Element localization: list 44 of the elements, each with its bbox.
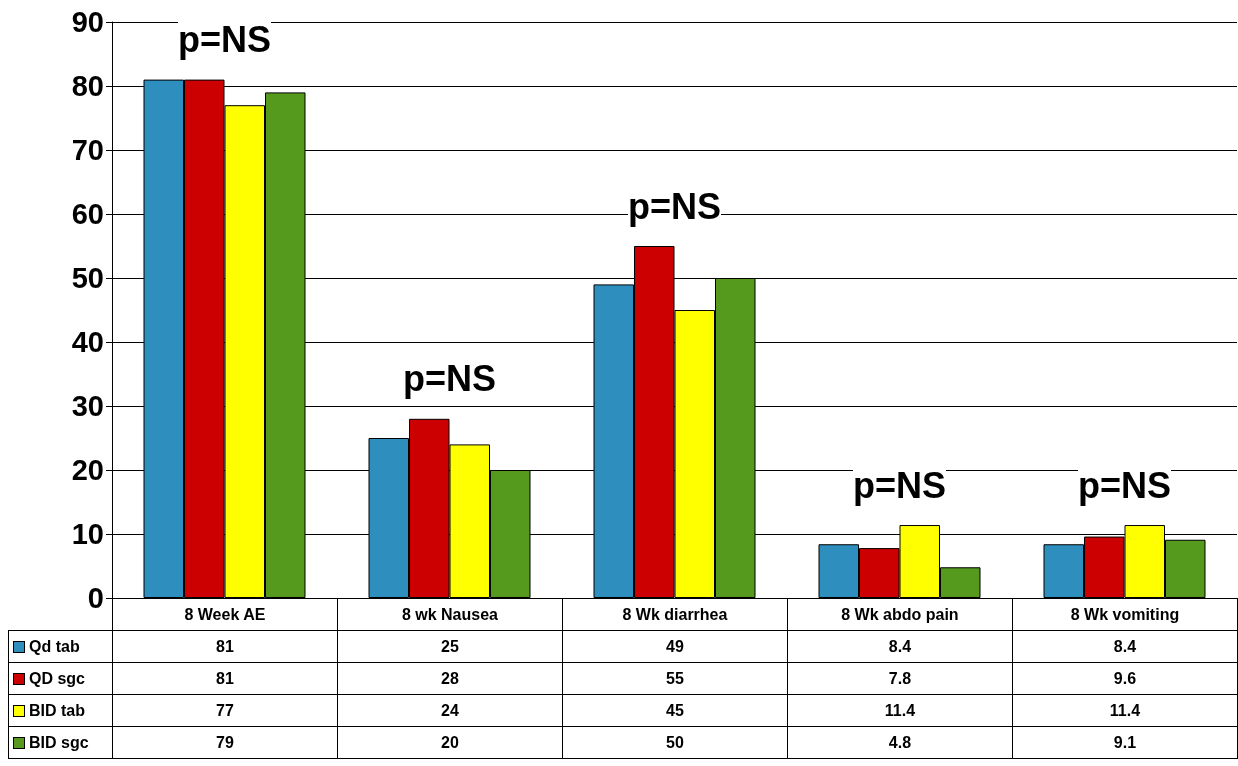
data-label: 20 — [337, 726, 563, 759]
y-tick-label: 90 — [71, 6, 104, 38]
data-label: 8.4 — [787, 630, 1013, 663]
y-tick-label: 80 — [71, 70, 104, 102]
y-tick-label: 30 — [71, 390, 104, 422]
y-tick-label: 20 — [71, 454, 104, 486]
data-label: 81 — [112, 662, 338, 695]
data-label: 11.4 — [1012, 694, 1238, 727]
legend-label: QD sgc — [8, 662, 113, 695]
annotation: p=NS — [402, 358, 497, 400]
y-tick-label: 10 — [71, 518, 104, 550]
data-label: 11.4 — [787, 694, 1013, 727]
y-tick-label: 70 — [71, 134, 104, 166]
data-label: 7.8 — [787, 662, 1013, 695]
x-tick-label: 8 Week AE — [112, 598, 338, 631]
data-label: 55 — [562, 662, 788, 695]
annotation: p=NS — [627, 185, 722, 227]
data-label: 81 — [112, 630, 338, 663]
data-label: 25 — [337, 630, 563, 663]
y-tick-label: 40 — [71, 326, 104, 358]
data-label: 9.6 — [1012, 662, 1238, 695]
data-label: 9.1 — [1012, 726, 1238, 759]
annotation: p=NS — [1077, 464, 1172, 506]
data-label: 50 — [562, 726, 788, 759]
data-label: 45 — [562, 694, 788, 727]
legend-label: Qd tab — [8, 630, 113, 663]
legend-label: BID tab — [8, 694, 113, 727]
data-label: 24 — [337, 694, 563, 727]
data-label: 77 — [112, 694, 338, 727]
data-label: 28 — [337, 662, 563, 695]
annotation: p=NS — [177, 19, 272, 61]
x-tick-label: 8 Wk abdo pain — [787, 598, 1013, 631]
data-label: 49 — [562, 630, 788, 663]
legend-label: BID sgc — [8, 726, 113, 759]
x-tick-label: 8 Wk diarrhea — [562, 598, 788, 631]
x-tick-label: 8 wk Nausea — [337, 598, 563, 631]
y-tick-label: 0 — [87, 582, 104, 614]
y-tick-label: 60 — [71, 198, 104, 230]
y-tick-label: 50 — [71, 262, 104, 294]
annotation: p=NS — [852, 464, 947, 506]
x-tick-label: 8 Wk vomiting — [1012, 598, 1238, 631]
data-label: 8.4 — [1012, 630, 1238, 663]
data-label: 79 — [112, 726, 338, 759]
data-label: 4.8 — [787, 726, 1013, 759]
